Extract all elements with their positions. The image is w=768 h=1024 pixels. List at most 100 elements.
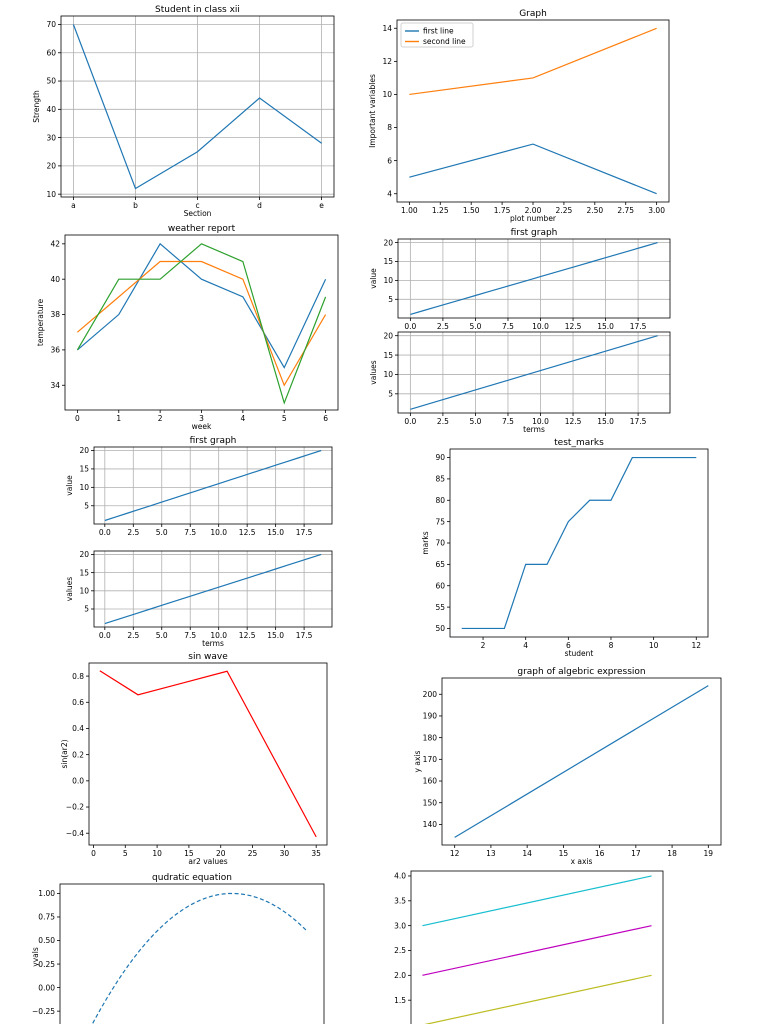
axes-frame — [93, 550, 333, 628]
chart-11: −0.25 0.00 0.25 0.50 0.75 1.00 qudratic equati… — [31, 873, 325, 1024]
x-tick-label: 20 — [216, 849, 226, 858]
y-tick-label: 75 — [435, 517, 445, 526]
axes-frame — [88, 662, 328, 846]
series-line-1 — [410, 242, 658, 315]
y-tick-label: 20 — [383, 331, 393, 340]
y-tick-label: 10 — [383, 370, 393, 379]
y-tick-label: 0.50 — [38, 936, 55, 945]
x-tick-label: 25 — [248, 849, 258, 858]
y-axis-label: value — [369, 268, 378, 289]
x-tick-label: 7.5 — [502, 417, 514, 426]
y-tick-label: 0.75 — [38, 913, 55, 922]
x-tick-label: 6 — [566, 641, 571, 650]
x-axis-label: student — [565, 649, 594, 658]
x-tick-label: e — [319, 201, 324, 210]
series-line-1 — [104, 553, 322, 625]
chart-title: Student in class xii — [155, 5, 240, 15]
y-tick-label: 10 — [382, 90, 392, 99]
x-tick-label: 14 — [522, 849, 532, 858]
chart-title: test_marks — [554, 438, 604, 448]
series-line-1 — [77, 242, 327, 369]
x-tick-label: c — [195, 201, 199, 210]
x-tick-label: 5.0 — [156, 631, 168, 640]
x-tick-label: 17.5 — [630, 417, 647, 426]
x-tick-label: 5.0 — [156, 528, 168, 537]
y-axis-label: y axis — [413, 750, 422, 772]
y-tick-label: 50 — [46, 77, 56, 86]
x-tick-label: 3 — [199, 414, 204, 423]
x-tick-label: 10 — [649, 641, 659, 650]
series-line-2 — [409, 27, 657, 96]
x-tick-label: 15 — [184, 849, 194, 858]
y-tick-label: 80 — [435, 496, 445, 505]
x-tick-label: 8 — [609, 641, 614, 650]
x-tick-label: 0.0 — [404, 322, 416, 331]
y-tick-label: 70 — [435, 539, 445, 548]
series-line-1 — [91, 892, 307, 1024]
x-tick-label: 2.5 — [437, 322, 449, 331]
axes-frame — [397, 238, 671, 319]
x-tick-label: 15.0 — [597, 417, 614, 426]
y-tick-label: 5 — [388, 390, 393, 399]
chart-4: 0.0 2.5 5.0 7.5 10.0 12.5 15.0 17.5 5 10 15 20 first… — [369, 228, 671, 331]
axes-frame — [410, 870, 664, 1024]
y-tick-label: 14 — [382, 24, 392, 33]
y-tick-label: 0.4 — [72, 724, 84, 733]
x-tick-label: 12 — [691, 641, 701, 650]
y-tick-label: 10 — [79, 483, 89, 492]
x-tick-label: 13 — [486, 849, 496, 858]
x-tick-label: 2.00 — [525, 206, 542, 215]
chart-5: 0.0 2.5 5.0 7.5 10.0 12.5 15.0 17.5 5 10 15 20 terms… — [369, 331, 671, 434]
x-axis-label: week — [192, 422, 212, 431]
y-tick-label: 20 — [79, 446, 89, 455]
y-tick-label: −0.25 — [32, 1007, 55, 1016]
series-line-2 — [77, 260, 327, 387]
y-tick-label: 30 — [46, 133, 56, 142]
x-tick-label: 2.5 — [127, 631, 139, 640]
x-tick-label: 12.5 — [565, 417, 582, 426]
x-tick-label: 1.75 — [494, 206, 511, 215]
y-tick-label: 190 — [423, 712, 438, 721]
y-tick-label: 90 — [435, 453, 445, 462]
y-tick-label: 3.0 — [394, 921, 406, 930]
axes-frame — [93, 446, 333, 525]
x-tick-label: 12 — [450, 849, 460, 858]
y-axis-label: marks — [421, 531, 430, 554]
axes-frame — [441, 677, 722, 846]
y-tick-label: 70 — [46, 20, 56, 29]
x-tick-label: 0.0 — [99, 528, 111, 537]
y-tick-label: 160 — [423, 777, 438, 786]
y-tick-label: 10 — [383, 276, 393, 285]
x-tick-label: 4 — [240, 414, 245, 423]
x-tick-label: 30 — [280, 849, 290, 858]
x-tick-label: 10.0 — [532, 417, 549, 426]
x-tick-label: 2.75 — [617, 206, 634, 215]
chart-title: first graph — [511, 228, 558, 238]
x-tick-label: 0.0 — [99, 631, 111, 640]
chart-7: 0.0 2.5 5.0 7.5 10.0 12.5 15.0 17.5 5 10 15 20 terms… — [65, 550, 333, 648]
y-tick-label: 15 — [383, 257, 393, 266]
chart-12: 1.5 2.0 2.5 3.0 3.5 4.0 — [394, 870, 664, 1024]
x-tick-label: 15.0 — [267, 631, 284, 640]
x-tick-label: 12.5 — [239, 631, 256, 640]
y-tick-label: 4.0 — [394, 872, 406, 881]
axes-frame — [449, 448, 709, 638]
y-tick-label: 0.6 — [72, 698, 84, 707]
x-tick-label: 4 — [523, 641, 528, 650]
chart-1: a b c d e 10 20 30 40 50 60 70 Student in class xii S… — [32, 5, 335, 218]
series-line-1 — [422, 875, 652, 927]
series-line-2 — [422, 925, 652, 976]
y-tick-label: 20 — [46, 162, 56, 171]
series-line-3 — [76, 243, 327, 405]
y-tick-label: 0.8 — [72, 672, 84, 681]
x-tick-label: a — [71, 201, 76, 210]
y-tick-label: 15 — [383, 351, 393, 360]
y-tick-label: 60 — [46, 48, 56, 57]
y-tick-label: 10 — [46, 190, 56, 199]
legend-entry: first line — [423, 27, 454, 36]
axes-frame — [397, 331, 671, 414]
series-line-1 — [454, 685, 709, 838]
y-tick-label: 5 — [388, 295, 393, 304]
y-tick-label: 150 — [423, 798, 438, 807]
